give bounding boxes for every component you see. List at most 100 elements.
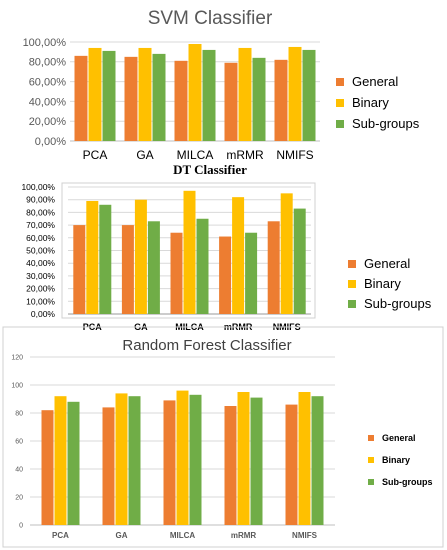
y-tick-label: 40,00% bbox=[26, 258, 55, 268]
chart-frame bbox=[2, 326, 444, 548]
y-tick-label: 30,00% bbox=[26, 271, 55, 281]
legend-swatch bbox=[348, 260, 356, 268]
y-tick-label: 0,00% bbox=[31, 309, 56, 319]
y-tick-label: 60,00% bbox=[26, 233, 55, 243]
legend-swatch bbox=[348, 280, 356, 288]
bar-binary-ga bbox=[138, 47, 152, 141]
y-tick-label: 20 bbox=[15, 494, 23, 501]
legend-label: General bbox=[364, 256, 410, 271]
chart-frame bbox=[61, 182, 316, 319]
bar-binary-pca bbox=[54, 396, 67, 525]
bar-general-pca bbox=[41, 410, 54, 525]
y-tick-label: 20,00% bbox=[29, 116, 67, 128]
bar-sub-groups-mrmr bbox=[250, 397, 263, 525]
bar-general-nmifs bbox=[267, 221, 280, 314]
bar-general-mrmr bbox=[224, 406, 237, 525]
bar-general-milca bbox=[174, 60, 188, 142]
bar-general-milca bbox=[170, 232, 183, 314]
y-tick-label: 70,00% bbox=[26, 220, 55, 230]
bar-binary-mrmr bbox=[238, 47, 252, 141]
bar-sub-groups-pca bbox=[67, 401, 80, 525]
bar-sub-groups-mrmr bbox=[252, 57, 266, 142]
bar-general-pca bbox=[74, 55, 88, 141]
legend-label: Binary bbox=[364, 276, 401, 291]
y-tick-label: 20,00% bbox=[26, 284, 55, 294]
x-tick-label: mRMR bbox=[226, 148, 264, 162]
y-tick-label: 40,00% bbox=[29, 96, 67, 108]
y-tick-label: 80,00% bbox=[29, 57, 67, 69]
chart-panel-2: DT Classifier 0,00% 10,00% 20,00% 30,00% 40,0… bbox=[21, 162, 431, 332]
y-tick-label: 50,00% bbox=[26, 245, 55, 255]
y-tick-label: 10,00% bbox=[26, 296, 55, 306]
bar-binary-ga bbox=[134, 199, 147, 314]
bar-sub-groups-pca bbox=[102, 50, 116, 141]
x-tick-label: GA bbox=[116, 531, 128, 540]
legend-label: Sub-groups bbox=[364, 296, 432, 311]
bar-sub-groups-pca bbox=[99, 204, 112, 314]
bar-sub-groups-milca bbox=[196, 218, 209, 314]
legend-swatch bbox=[368, 457, 374, 463]
legend-swatch bbox=[336, 120, 344, 128]
chart-title: SVM Classifier bbox=[148, 8, 273, 29]
y-tick-label: 100,00% bbox=[21, 182, 55, 192]
y-tick-label: 100 bbox=[11, 382, 23, 389]
y-tick-label: 0 bbox=[19, 522, 23, 529]
y-tick-label: 100,00% bbox=[23, 37, 67, 49]
bar-binary-milca bbox=[183, 190, 196, 314]
chart-panel-1: SVM Classifier 0,00% 20,00% 40,00% 60,00% 80,… bbox=[23, 8, 420, 162]
bar-general-ga bbox=[121, 225, 134, 314]
bar-binary-mrmr bbox=[232, 197, 245, 314]
chart-panel-3: Random Forest Classifier 0 20 40 60 80 100 120 P… bbox=[2, 326, 444, 548]
legend-label: General bbox=[382, 433, 416, 443]
legend-label: Binary bbox=[352, 95, 389, 110]
bar-binary-milca bbox=[176, 390, 189, 525]
x-tick-label: GA bbox=[136, 148, 153, 162]
y-tick-label: 90,00% bbox=[26, 195, 55, 205]
bar-sub-groups-milca bbox=[189, 394, 202, 525]
y-tick-label: 120 bbox=[11, 354, 23, 361]
bar-general-mrmr bbox=[224, 62, 238, 141]
y-tick-label: 60 bbox=[15, 438, 23, 445]
y-tick-label: 80 bbox=[15, 410, 23, 417]
bar-general-nmifs bbox=[274, 59, 288, 141]
chart-title: Random Forest Classifier bbox=[122, 337, 291, 354]
legend-label: Sub-groups bbox=[382, 477, 433, 487]
bar-binary-ga bbox=[115, 393, 128, 525]
bar-sub-groups-ga bbox=[152, 53, 166, 141]
bar-sub-groups-nmifs bbox=[293, 208, 306, 314]
bar-sub-groups-milca bbox=[202, 49, 216, 141]
x-tick-label: PCA bbox=[83, 148, 108, 162]
bar-sub-groups-ga bbox=[128, 396, 141, 525]
bar-binary-milca bbox=[188, 43, 202, 142]
chart-title: DT Classifier bbox=[173, 162, 247, 177]
bar-general-mrmr bbox=[219, 236, 232, 314]
bar-general-pca bbox=[73, 225, 86, 314]
y-tick-label: 60,00% bbox=[29, 76, 67, 88]
legend-swatch bbox=[368, 479, 374, 485]
bar-sub-groups-nmifs bbox=[311, 396, 324, 525]
legend-label: Binary bbox=[382, 455, 410, 465]
bar-binary-pca bbox=[86, 200, 99, 314]
legend-swatch bbox=[368, 435, 374, 441]
bar-general-nmifs bbox=[285, 404, 298, 525]
bar-general-milca bbox=[163, 400, 176, 525]
bar-sub-groups-mrmr bbox=[245, 232, 258, 314]
bar-binary-nmifs bbox=[298, 392, 311, 525]
x-tick-label: NMIFS bbox=[276, 148, 313, 162]
bar-binary-pca bbox=[88, 47, 102, 141]
bar-general-ga bbox=[102, 407, 115, 525]
legend-label: Sub-groups bbox=[352, 116, 420, 131]
y-tick-label: 40 bbox=[15, 466, 23, 473]
bar-sub-groups-ga bbox=[147, 221, 160, 314]
x-tick-label: MILCA bbox=[170, 531, 196, 540]
x-tick-label: MILCA bbox=[177, 148, 214, 162]
legend-swatch bbox=[336, 78, 344, 86]
legend-label: General bbox=[352, 74, 398, 89]
y-tick-label: 0,00% bbox=[35, 136, 66, 148]
x-tick-label: mRMR bbox=[231, 531, 257, 540]
legend-swatch bbox=[348, 300, 356, 308]
bar-binary-nmifs bbox=[288, 46, 302, 142]
bar-sub-groups-nmifs bbox=[302, 49, 316, 141]
bar-binary-nmifs bbox=[280, 193, 293, 314]
